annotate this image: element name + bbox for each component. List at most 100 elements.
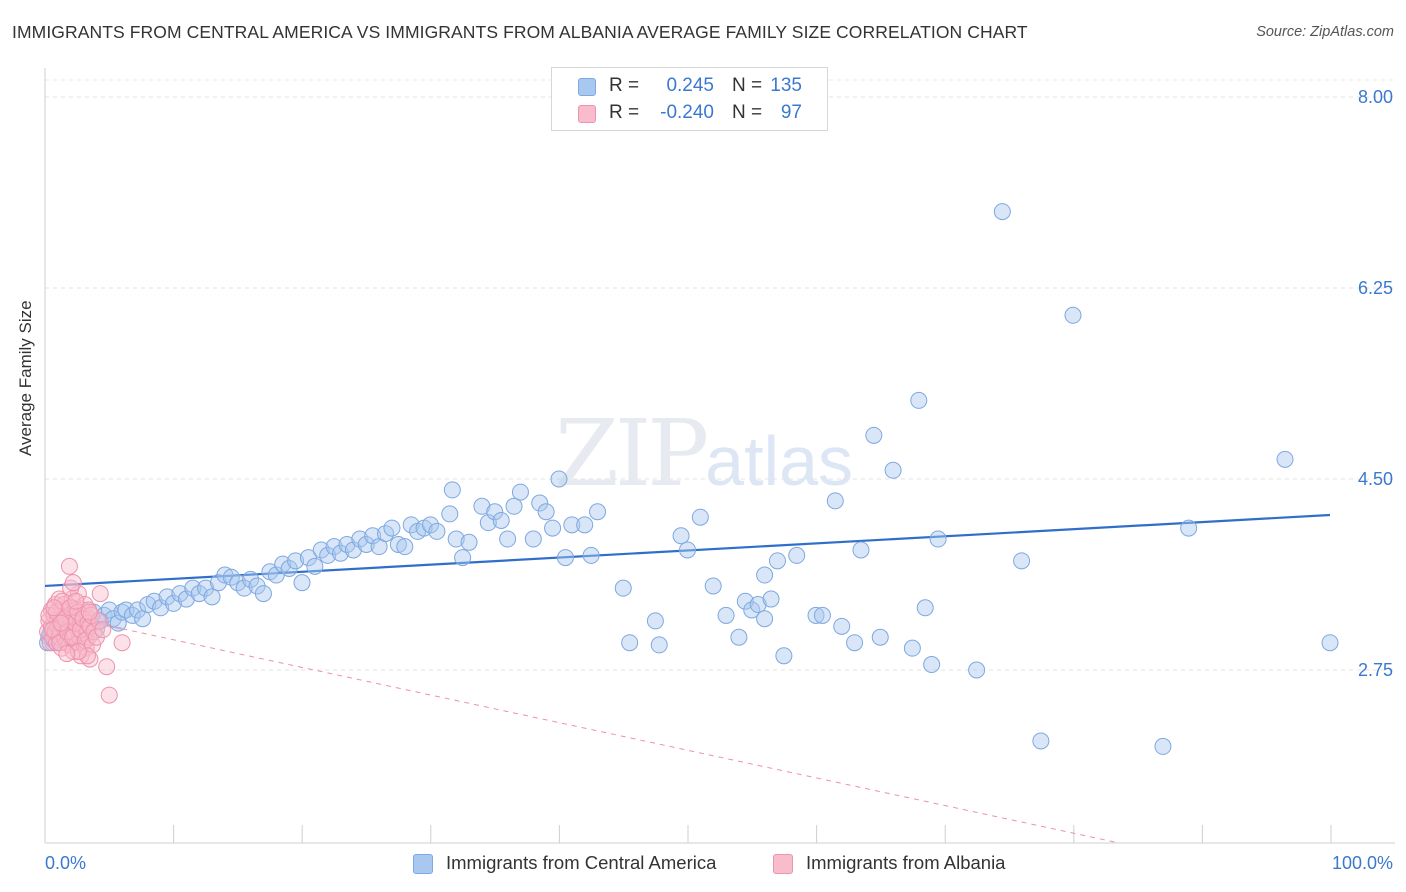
- point-central-america: [319, 546, 337, 564]
- point-central-america: [524, 530, 542, 548]
- point-albania: [90, 612, 108, 630]
- point-central-america: [1321, 634, 1339, 652]
- point-central-america: [293, 574, 311, 592]
- point-central-america: [672, 527, 690, 545]
- point-central-america: [486, 503, 504, 521]
- point-central-america: [357, 535, 375, 553]
- point-central-america: [383, 519, 401, 537]
- point-central-america: [287, 552, 305, 570]
- point-central-america: [614, 579, 632, 597]
- trend-line-albania-extension: [121, 628, 1120, 844]
- point-albania: [60, 557, 78, 575]
- point-central-america: [563, 516, 581, 534]
- point-central-america: [865, 426, 883, 444]
- legend-r-label: R =: [609, 102, 640, 123]
- point-central-america: [833, 617, 851, 635]
- bottom-legend-label: Immigrants from Albania: [806, 852, 1006, 873]
- tick-labels: 2.75 4.50 6.25 8.00 0.0% 100.0%: [45, 87, 1393, 873]
- point-central-america: [679, 541, 696, 559]
- point-central-america: [1154, 737, 1172, 755]
- point-central-america: [646, 612, 664, 630]
- point-central-america: [826, 492, 844, 510]
- point-central-america: [1032, 732, 1050, 750]
- legend-r-value: 0.245: [666, 75, 714, 96]
- point-central-america: [242, 570, 260, 588]
- legend-r-label: R =: [609, 75, 640, 96]
- point-central-america: [299, 549, 317, 567]
- point-central-america: [454, 549, 472, 567]
- point-central-america: [134, 610, 152, 628]
- point-central-america: [389, 535, 407, 553]
- point-central-america: [254, 585, 272, 603]
- point-central-america: [704, 577, 722, 595]
- point-central-america: [177, 590, 195, 608]
- x-tick-label: 100.0%: [1332, 853, 1393, 873]
- point-central-america: [756, 610, 774, 628]
- point-albania: [52, 614, 70, 632]
- point-central-america: [203, 588, 221, 606]
- point-central-america: [165, 594, 182, 612]
- point-central-america: [235, 579, 253, 597]
- point-central-america: [691, 508, 709, 526]
- point-central-america: [768, 552, 786, 570]
- point-albania: [113, 634, 131, 652]
- point-albania: [80, 603, 98, 621]
- point-central-america: [364, 527, 382, 545]
- point-central-america: [749, 596, 767, 614]
- point-albania: [84, 636, 102, 654]
- bottom-legend-swatch-central-america: [413, 854, 433, 874]
- point-central-america: [396, 538, 414, 556]
- point-central-america: [531, 494, 549, 512]
- point-central-america: [325, 538, 343, 556]
- point-albania: [64, 574, 82, 592]
- point-albania: [45, 599, 63, 617]
- point-central-america: [492, 511, 510, 529]
- point-central-america: [447, 530, 465, 548]
- x-tick-label: 0.0%: [45, 853, 86, 873]
- point-central-america: [344, 541, 362, 559]
- correlation-legend: R = 0.245 N = 135 R = -0.240 N = 97: [551, 67, 828, 131]
- source-label: Source: ZipAtlas.com: [1256, 24, 1394, 40]
- point-central-america: [129, 601, 147, 619]
- chart-title: IMMIGRANTS FROM CENTRAL AMERICA VS IMMIG…: [12, 22, 1028, 42]
- point-albania: [98, 658, 116, 676]
- point-central-america: [621, 634, 639, 652]
- point-central-america: [505, 497, 523, 515]
- point-central-america: [775, 647, 793, 665]
- point-central-america: [556, 549, 574, 567]
- y-tick-label: 8.00: [1358, 87, 1393, 107]
- bottom-legend-label: Immigrants from Central America: [446, 852, 717, 873]
- legend-swatch-albania: [578, 105, 596, 123]
- point-central-america: [903, 639, 921, 657]
- point-central-america: [807, 606, 825, 624]
- legend-row-central-america: R = 0.245 N = 135: [552, 73, 827, 101]
- point-central-america: [158, 588, 176, 606]
- trend-lines: [44, 513, 1331, 844]
- point-central-america: [460, 533, 478, 551]
- point-central-america: [428, 522, 446, 540]
- point-central-america: [813, 606, 831, 624]
- data-points: [39, 203, 1339, 755]
- point-central-america: [100, 601, 118, 619]
- point-central-america: [717, 606, 735, 624]
- point-central-america: [923, 656, 941, 674]
- point-central-america: [576, 516, 594, 534]
- point-central-america: [910, 391, 928, 409]
- point-central-america: [197, 579, 215, 597]
- point-albania: [100, 686, 118, 704]
- y-tick-label: 4.50: [1358, 469, 1393, 489]
- point-central-america: [762, 590, 780, 608]
- point-central-america: [736, 592, 754, 610]
- point-central-america: [402, 516, 420, 534]
- point-central-america: [589, 503, 607, 521]
- point-central-america: [123, 606, 141, 624]
- legend-n-value: 135: [770, 75, 802, 96]
- point-central-america: [916, 599, 934, 617]
- point-albania: [94, 621, 112, 639]
- point-central-america: [550, 470, 568, 488]
- point-albania: [78, 647, 96, 665]
- watermark-zip: ZIP: [555, 400, 709, 507]
- point-central-america: [479, 514, 497, 532]
- point-central-america: [544, 519, 562, 537]
